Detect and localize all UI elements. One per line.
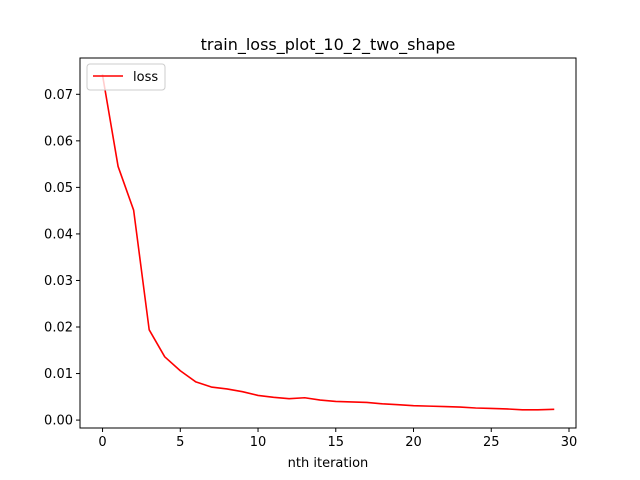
y-tick-label: 0.03 xyxy=(44,274,73,289)
x-tick-label: 25 xyxy=(483,435,500,450)
x-tick-label: 30 xyxy=(561,435,578,450)
x-tick-label: 5 xyxy=(176,435,184,450)
plot-frame xyxy=(79,57,577,429)
legend-box xyxy=(86,63,166,91)
legend-label-loss: loss xyxy=(133,70,158,85)
legend: loss xyxy=(86,63,166,91)
x-axis-ticks: 0 5 10 15 20 25 30 xyxy=(98,428,577,450)
y-tick-label: 0.07 xyxy=(44,88,73,103)
y-tick-label: 0.05 xyxy=(44,181,73,196)
y-tick-label: 0.04 xyxy=(44,227,73,242)
y-tick-label: 0.02 xyxy=(44,321,73,336)
y-tick-label: 0.01 xyxy=(44,367,73,382)
x-tick-label: 20 xyxy=(405,435,422,450)
y-axis-ticks: 0.00 0.01 0.02 0.03 0.04 0.05 0.06 0.07 xyxy=(44,88,80,429)
x-tick-label: 0 xyxy=(98,435,106,450)
plot-area xyxy=(80,58,576,428)
chart-title: train_loss_plot_10_2_two_shape xyxy=(201,35,456,55)
series-line-loss xyxy=(101,74,555,411)
y-tick-label: 0.00 xyxy=(44,414,73,429)
x-tick-label: 10 xyxy=(250,435,267,450)
x-tick-label: 15 xyxy=(328,435,345,450)
y-tick-label: 0.06 xyxy=(44,134,73,149)
x-axis-label: nth iteration xyxy=(288,456,369,471)
